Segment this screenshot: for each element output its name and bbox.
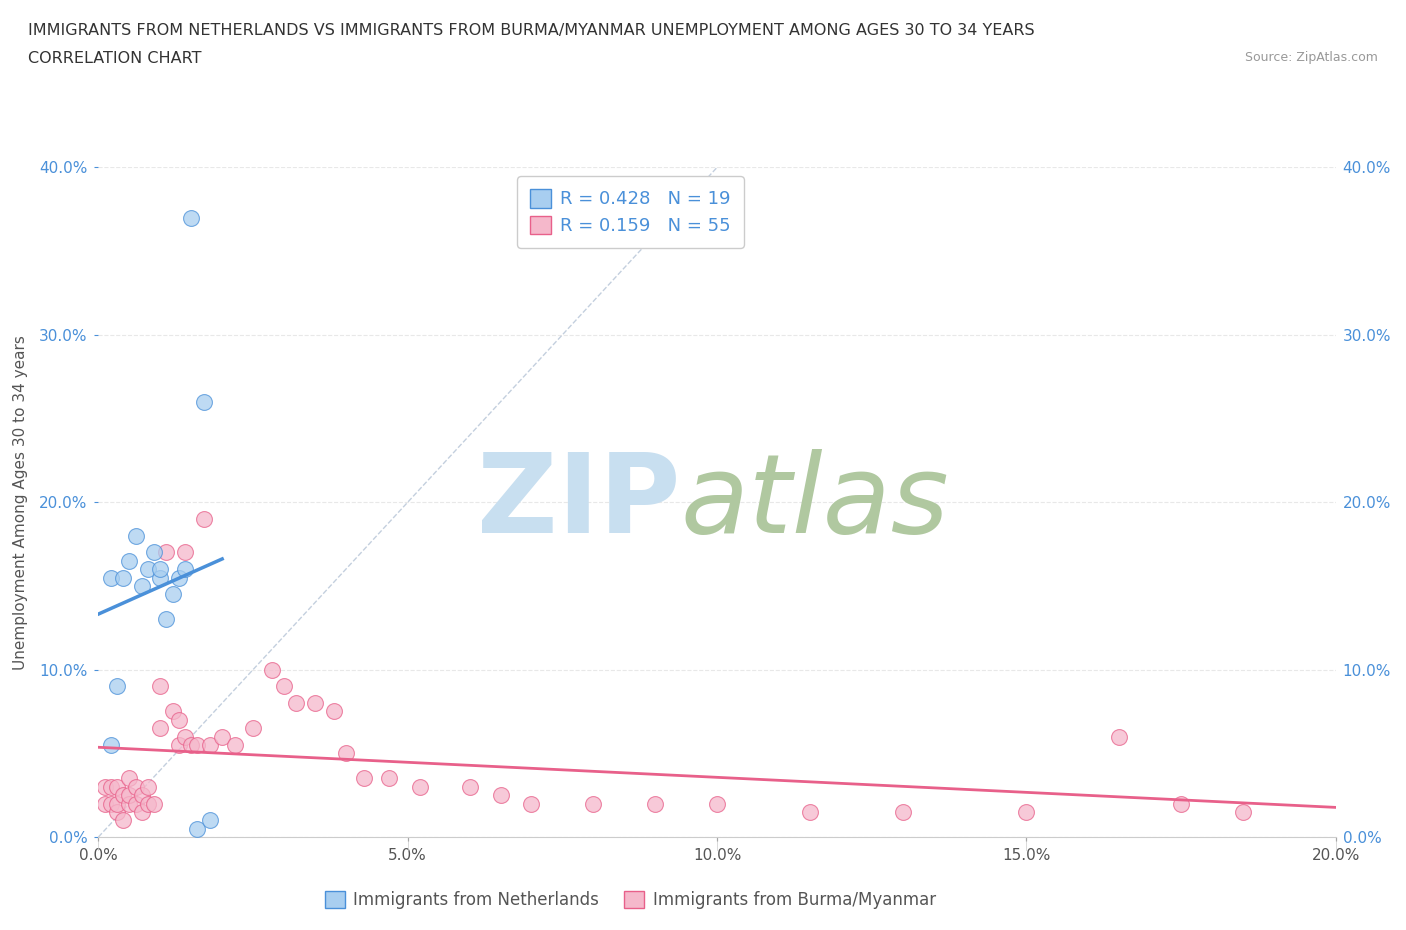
Point: [198, 813, 221, 828]
Point: [93, 796, 115, 811]
Point: [118, 788, 141, 803]
Point: [180, 737, 202, 752]
Text: Source: ZipAtlas.com: Source: ZipAtlas.com: [1244, 51, 1378, 64]
Point: [1015, 804, 1038, 819]
Point: [112, 788, 135, 803]
Point: [112, 813, 135, 828]
Point: [211, 729, 233, 744]
Point: [131, 804, 153, 819]
Point: [174, 562, 197, 577]
Point: [458, 779, 481, 794]
Point: [186, 737, 208, 752]
Point: [155, 545, 177, 560]
Legend: Immigrants from Netherlands, Immigrants from Burma/Myanmar: Immigrants from Netherlands, Immigrants …: [318, 884, 942, 916]
Point: [353, 771, 375, 786]
Point: [162, 704, 184, 719]
Point: [105, 796, 128, 811]
Point: [224, 737, 246, 752]
Point: [162, 587, 184, 602]
Point: [143, 796, 166, 811]
Point: [100, 796, 122, 811]
Point: [118, 553, 141, 568]
Point: [131, 578, 153, 593]
Point: [136, 779, 159, 794]
Point: [706, 796, 728, 811]
Text: atlas: atlas: [681, 448, 949, 556]
Point: [174, 545, 197, 560]
Point: [100, 570, 122, 585]
Point: [100, 737, 122, 752]
Point: [136, 796, 159, 811]
Point: [520, 796, 543, 811]
Point: [105, 804, 128, 819]
Point: [891, 804, 914, 819]
Point: [582, 796, 605, 811]
Point: [131, 788, 153, 803]
Point: [149, 721, 172, 736]
Point: [124, 796, 146, 811]
Point: [273, 679, 295, 694]
Text: ZIP: ZIP: [477, 448, 681, 556]
Point: [1232, 804, 1254, 819]
Point: [167, 712, 190, 727]
Point: [124, 528, 146, 543]
Point: [105, 779, 128, 794]
Point: [193, 512, 215, 526]
Point: [193, 394, 215, 409]
Point: [304, 696, 326, 711]
Y-axis label: Unemployment Among Ages 30 to 34 years: Unemployment Among Ages 30 to 34 years: [13, 335, 28, 670]
Text: IMMIGRANTS FROM NETHERLANDS VS IMMIGRANTS FROM BURMA/MYANMAR UNEMPLOYMENT AMONG : IMMIGRANTS FROM NETHERLANDS VS IMMIGRANT…: [28, 23, 1035, 38]
Text: CORRELATION CHART: CORRELATION CHART: [28, 51, 201, 66]
Point: [149, 570, 172, 585]
Point: [105, 679, 128, 694]
Point: [1108, 729, 1130, 744]
Point: [285, 696, 308, 711]
Point: [489, 788, 512, 803]
Point: [118, 796, 141, 811]
Point: [93, 779, 115, 794]
Point: [198, 737, 221, 752]
Point: [260, 662, 283, 677]
Point: [186, 821, 208, 836]
Point: [167, 737, 190, 752]
Point: [149, 679, 172, 694]
Point: [124, 779, 146, 794]
Point: [174, 729, 197, 744]
Point: [100, 779, 122, 794]
Point: [335, 746, 357, 761]
Point: [112, 570, 135, 585]
Point: [136, 562, 159, 577]
Point: [1170, 796, 1192, 811]
Point: [242, 721, 264, 736]
Point: [180, 210, 202, 225]
Point: [143, 545, 166, 560]
Point: [799, 804, 821, 819]
Point: [644, 796, 666, 811]
Point: [155, 612, 177, 627]
Point: [378, 771, 401, 786]
Point: [118, 771, 141, 786]
Point: [322, 704, 344, 719]
Point: [149, 562, 172, 577]
Point: [409, 779, 432, 794]
Point: [167, 570, 190, 585]
